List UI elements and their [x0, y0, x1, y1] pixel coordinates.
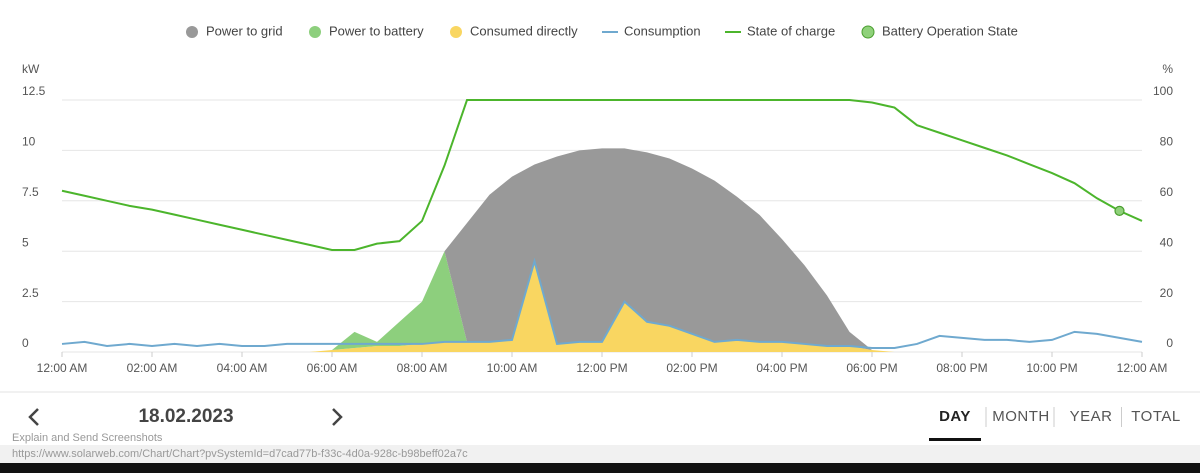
x-tick-label: 12:00 PM — [576, 361, 627, 375]
y2-tick-label: 20 — [1160, 286, 1174, 300]
date-label: 18.02.2023 — [138, 406, 233, 427]
y2-tick-label: 0 — [1166, 336, 1173, 350]
y-tick-label: 7.5 — [22, 185, 39, 199]
chart: 0 2.5 5 7.5 10 12.5 0 20 40 60 80 100 kW % 12:00 AM 02:… — [22, 23, 1173, 375]
y-tick-label: 5 — [22, 235, 29, 249]
tab[interactable]: YEAR — [1070, 408, 1113, 425]
y-tick-label: 10 — [22, 135, 36, 149]
y2-tick-label: 80 — [1160, 135, 1174, 149]
x-tick-label: 12:00 AM — [1117, 361, 1168, 375]
legend-marker — [309, 26, 321, 38]
line — [61, 99, 1143, 251]
point — [1114, 205, 1125, 216]
overlay-button[interactable]: Explain and Send Screenshots — [12, 432, 163, 444]
legend-marker — [861, 25, 875, 39]
line — [61, 257, 1143, 349]
y-tick-label: 12.5 — [22, 84, 46, 98]
x-tick-label: 04:00 AM — [217, 361, 268, 375]
x-tick-label: 04:00 PM — [756, 361, 807, 375]
status-strip — [0, 445, 1200, 463]
y-tick-label: 2.5 — [22, 286, 39, 300]
y-axis-title: kW — [22, 62, 40, 76]
tab[interactable]: TOTAL — [1131, 408, 1180, 425]
x-tick-label: 02:00 AM — [127, 361, 178, 375]
x-tick-label: 08:00 PM — [936, 361, 987, 375]
x-tick-label: 06:00 PM — [846, 361, 897, 375]
navigation: 18.02.2023 DAY MONTH YEAR TOTAL — [28, 406, 1180, 441]
x-tick-label: 02:00 PM — [666, 361, 717, 375]
y2-tick-label: 60 — [1160, 185, 1174, 199]
legend-label[interactable]: Consumption — [624, 23, 701, 38]
tab[interactable]: MONTH — [992, 408, 1050, 425]
legend-label[interactable]: Battery Operation State — [882, 23, 1018, 38]
legend-label[interactable]: Power to battery — [329, 23, 424, 38]
legend-label[interactable]: Consumed directly — [470, 23, 578, 38]
legend-label[interactable]: Power to grid — [206, 23, 283, 38]
y2-tick-label: 40 — [1160, 235, 1174, 249]
y2-tick-label: 100 — [1153, 84, 1173, 98]
legend-marker — [186, 26, 198, 38]
x-tick-label: 12:00 AM — [37, 361, 88, 375]
x-tick-label: 10:00 AM — [487, 361, 538, 375]
legend-marker — [450, 26, 462, 38]
y2-axis-title: % — [1162, 62, 1173, 76]
next-button[interactable] — [332, 408, 343, 426]
active-tab-underline — [929, 438, 981, 441]
x-tick-label: 10:00 PM — [1026, 361, 1077, 375]
tab[interactable]: DAY — [939, 408, 971, 425]
prev-button[interactable] — [28, 408, 39, 426]
area — [62, 148, 1142, 352]
bottom-bar — [0, 463, 1200, 473]
x-tick-label: 06:00 AM — [307, 361, 358, 375]
overlay-url: https://www.solarweb.com/Chart/Chart?pvS… — [12, 448, 468, 460]
y-tick-label: 0 — [22, 336, 29, 350]
legend-label[interactable]: State of charge — [747, 23, 835, 38]
x-tick-label: 08:00 AM — [397, 361, 448, 375]
